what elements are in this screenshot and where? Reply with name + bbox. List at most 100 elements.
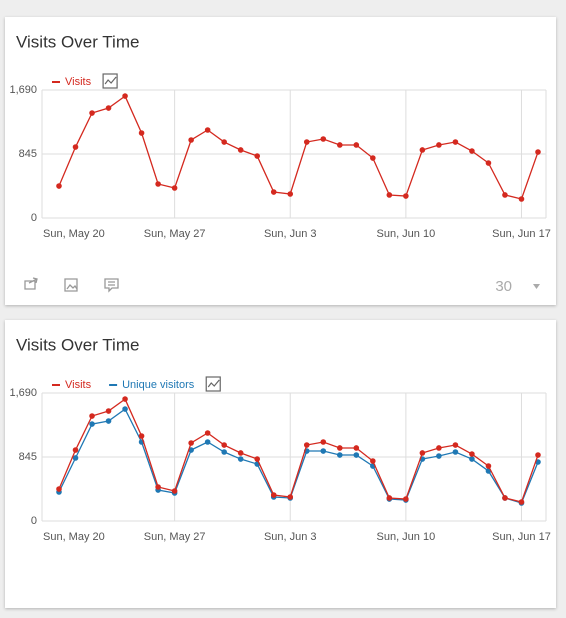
data-point [105,418,112,424]
data-point [188,137,194,143]
data-point [353,445,360,451]
data-point [254,153,261,159]
x-tick-label: Sun, May 20 [43,531,105,543]
data-point [155,181,161,187]
data-point [469,148,475,154]
data-point [452,442,459,448]
data-point [419,147,426,153]
data-point [353,142,360,148]
data-point [138,130,145,136]
series-line [58,95,539,200]
data-point [89,110,95,116]
chart: Visits Over Time 0 845 1,690 Sun, May 20 Sun… [9,335,550,543]
data-point [287,494,294,500]
data-point [122,93,128,99]
data-point [535,149,541,155]
data-point [56,486,62,492]
data-point [502,192,508,198]
data-point [204,430,211,436]
chart: Visits Over Time 30 0 845 1,690 Sun, May 20… [9,32,551,295]
data-point [303,442,310,448]
limit-dropdown-arrow[interactable] [533,284,540,289]
data-point [436,445,442,451]
data-point [237,456,244,462]
x-tick-label: Sun, May 27 [144,228,206,240]
image-icon[interactable] [64,278,78,292]
data-point [535,452,541,458]
y-tick-label: 0 [31,212,37,224]
data-point [138,433,145,439]
data-point [419,450,426,456]
data-point [171,185,178,191]
data-point [287,191,294,197]
data-point [336,142,343,148]
data-point [320,136,327,142]
data-point [436,142,442,148]
data-point [502,495,508,501]
data-point [56,183,62,189]
data-point [105,408,112,414]
chart-title: Visits Over Time [16,32,139,51]
data-point [254,456,261,462]
series-line [58,398,539,503]
data-point [518,499,525,505]
data-point [485,160,492,166]
data-point [105,105,112,111]
data-point [469,451,475,457]
data-point [204,127,211,133]
chart-title: Visits Over Time [16,335,139,354]
data-point [122,406,128,412]
data-point [221,449,227,455]
x-tick-label: Sun, Jun 3 [264,531,317,543]
chart-type-button[interactable] [102,73,118,89]
y-tick-label: 1,690 [9,84,37,96]
data-point [320,448,327,454]
data-point [370,458,376,464]
data-point [237,450,244,456]
data-point [89,413,95,419]
data-point [436,453,442,459]
data-point [171,488,178,494]
legend-label: Visits [65,76,92,88]
data-point [204,439,211,445]
data-point [403,496,409,502]
data-point [89,421,95,427]
data-point [403,193,409,199]
annotation-icon[interactable] [104,278,119,293]
data-point [370,155,376,161]
chart-type-button[interactable] [205,376,221,392]
footer-icons[interactable] [24,277,119,293]
data-point [469,456,475,462]
series-line [58,408,539,504]
chart-type-icon [104,76,117,85]
data-point [485,463,492,469]
y-tick-label: 1,690 [9,387,37,399]
data-point [303,139,310,145]
data-point [336,452,343,458]
x-tick-label: Sun, Jun 10 [377,228,436,240]
x-tick-label: Sun, Jun 17 [492,228,551,240]
data-point [72,455,79,461]
data-point [221,139,227,145]
y-tick-label: 845 [19,451,37,463]
x-tick-label: Sun, Jun 3 [264,228,317,240]
data-point [270,492,277,498]
chart-type-icon [207,379,220,388]
widget-card: Visits Over Time 30 0 845 1,690 Sun, May 20… [5,17,556,305]
data-point [518,196,525,202]
data-point [221,442,227,448]
data-point [188,440,194,446]
legend-label: Visits [65,379,92,391]
chart-type-icon [205,376,221,392]
x-tick-label: Sun, May 27 [144,531,206,543]
data-point [452,449,459,455]
data-point [452,139,459,145]
export-icon[interactable] [24,277,38,290]
data-point [72,144,79,150]
y-tick-label: 0 [31,515,37,527]
data-point [336,445,343,451]
limit-selector[interactable]: 30 [495,278,512,295]
data-point [320,439,327,445]
widget-card: Visits Over Time 0 845 1,690 Sun, May 20 Sun… [5,320,556,608]
